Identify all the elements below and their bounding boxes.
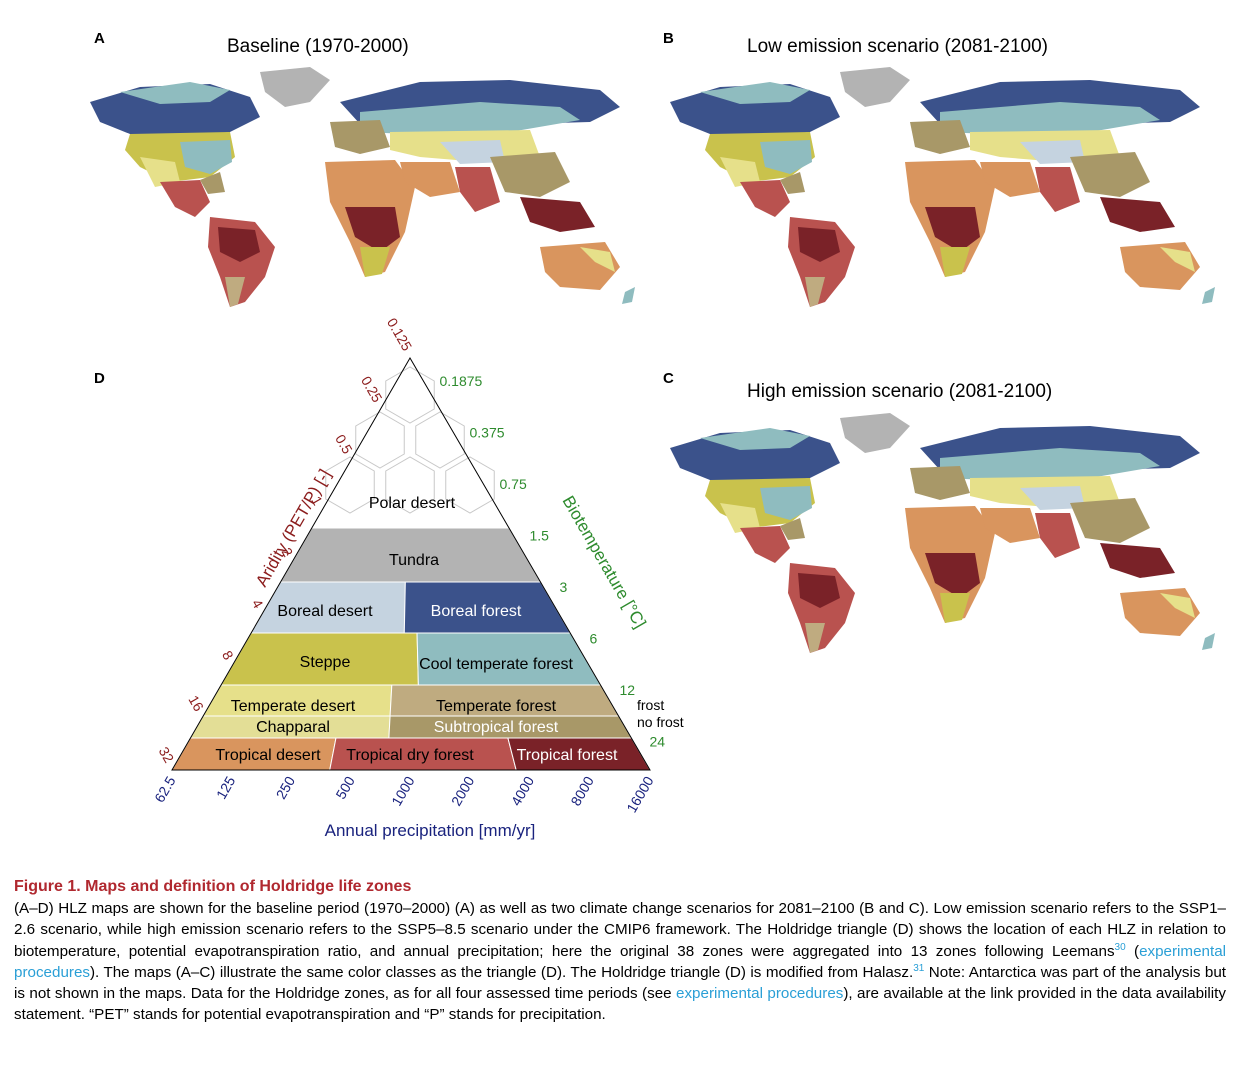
precip-tick: 4000 [508,773,538,808]
caption-ref-31[interactable]: 31 [913,962,925,974]
biotemp-tick: 6 [590,631,598,647]
precip-axis-label: Annual precipitation [mm/yr] [325,821,536,840]
precip-tick: 2000 [448,773,478,808]
zone-label-tropical-desert: Tropical desert [215,747,321,764]
biotemp-tick: 24 [650,734,666,750]
polar-hex-outline [355,411,405,469]
zone-label-temperate-forest: Temperate forest [436,698,557,715]
panel-letter-c: C [663,370,674,387]
biotemp-tick: 1.5 [530,528,550,544]
caption-title: Figure 1. Maps and definition of Holdrid… [14,878,412,895]
frost-label: frost [637,697,664,713]
polar-hex-outline [445,456,495,514]
aridity-tick: 0.125 [384,315,415,354]
aridity-tick: 32 [156,744,178,766]
precip-tick: 1000 [388,773,418,808]
zone-label-steppe: Steppe [300,654,351,671]
polar-hex-outline [385,366,435,424]
zone-label-temperate-desert: Temperate desert [231,698,356,715]
caption-text-2: ). The maps (A–C) illustrate the same co… [89,963,914,981]
precip-tick: 62.5 [151,773,179,805]
precip-tick: 250 [273,773,299,801]
zone-label-polar-desert: Polar desert [369,495,456,512]
holdridge-triangle: Polar desert Tundra Boreal desert Boreal… [151,315,684,840]
panel-c-title: High emission scenario (2081-2100) [747,381,1053,402]
no-frost-label: no frost [637,714,684,730]
zone-label-subtropical-forest: Subtropical forest [434,719,559,736]
zone-label-chapparal: Chapparal [256,719,330,736]
zone-label-cool-temperate-forest: Cool temperate forest [419,656,573,673]
biotemp-tick: 12 [620,682,636,698]
precip-tick: 16000 [623,773,656,815]
caption-link-experimental-procedures-2[interactable]: experimental procedures [676,985,844,1003]
biotemp-tick: 0.375 [470,425,505,441]
caption-text-1: (A–D) HLZ maps are shown for the baselin… [14,900,1226,960]
panel-letter-a: A [94,30,105,47]
biotemp-tick: 3 [560,579,568,595]
biotemp-axis-label: Biotemperature [°C] [559,493,650,632]
biotemp-tick: 0.1875 [440,373,483,389]
precip-tick: 125 [213,773,239,801]
figure-caption: Figure 1. Maps and definition of Holdrid… [14,878,1227,1024]
aridity-tick: 16 [185,693,207,715]
biotemp-tick: 0.75 [500,476,527,492]
polar-hex-outline [385,456,435,514]
aridity-tick: 8 [219,648,237,663]
panel-letter-d: D [94,370,105,387]
aridity-tick: 0.25 [358,373,386,405]
precip-tick: 500 [332,773,358,801]
caption-text-3: Note: Antarctica was part of the analysi… [14,963,1227,1003]
panel-b-title: Low emission scenario (2081-2100) [747,36,1048,57]
polar-hex-outline [325,456,375,514]
caption-ref-30[interactable]: 30 [1114,941,1126,953]
aridity-tick: 0.5 [332,432,356,457]
zone-label-boreal-forest: Boreal forest [431,603,522,620]
aridity-tick: 4 [249,596,267,611]
zone-label-tropical-dry-forest: Tropical dry forest [346,747,474,764]
precip-tick: 8000 [567,773,597,808]
zone-label-tundra: Tundra [389,552,439,569]
zone-label-tropical-forest: Tropical forest [517,747,618,764]
polar-hex-outline [415,411,465,469]
panel-letter-b: B [663,30,674,47]
panel-a-title: Baseline (1970-2000) [227,36,409,57]
zone-label-boreal-desert: Boreal desert [277,603,373,620]
caption-text-4: ), are available at the link provided in… [14,985,1226,1024]
triangle-outline [171,357,651,771]
caption-link-experimental-procedures-1[interactable]: experimental procedures [14,942,1227,981]
